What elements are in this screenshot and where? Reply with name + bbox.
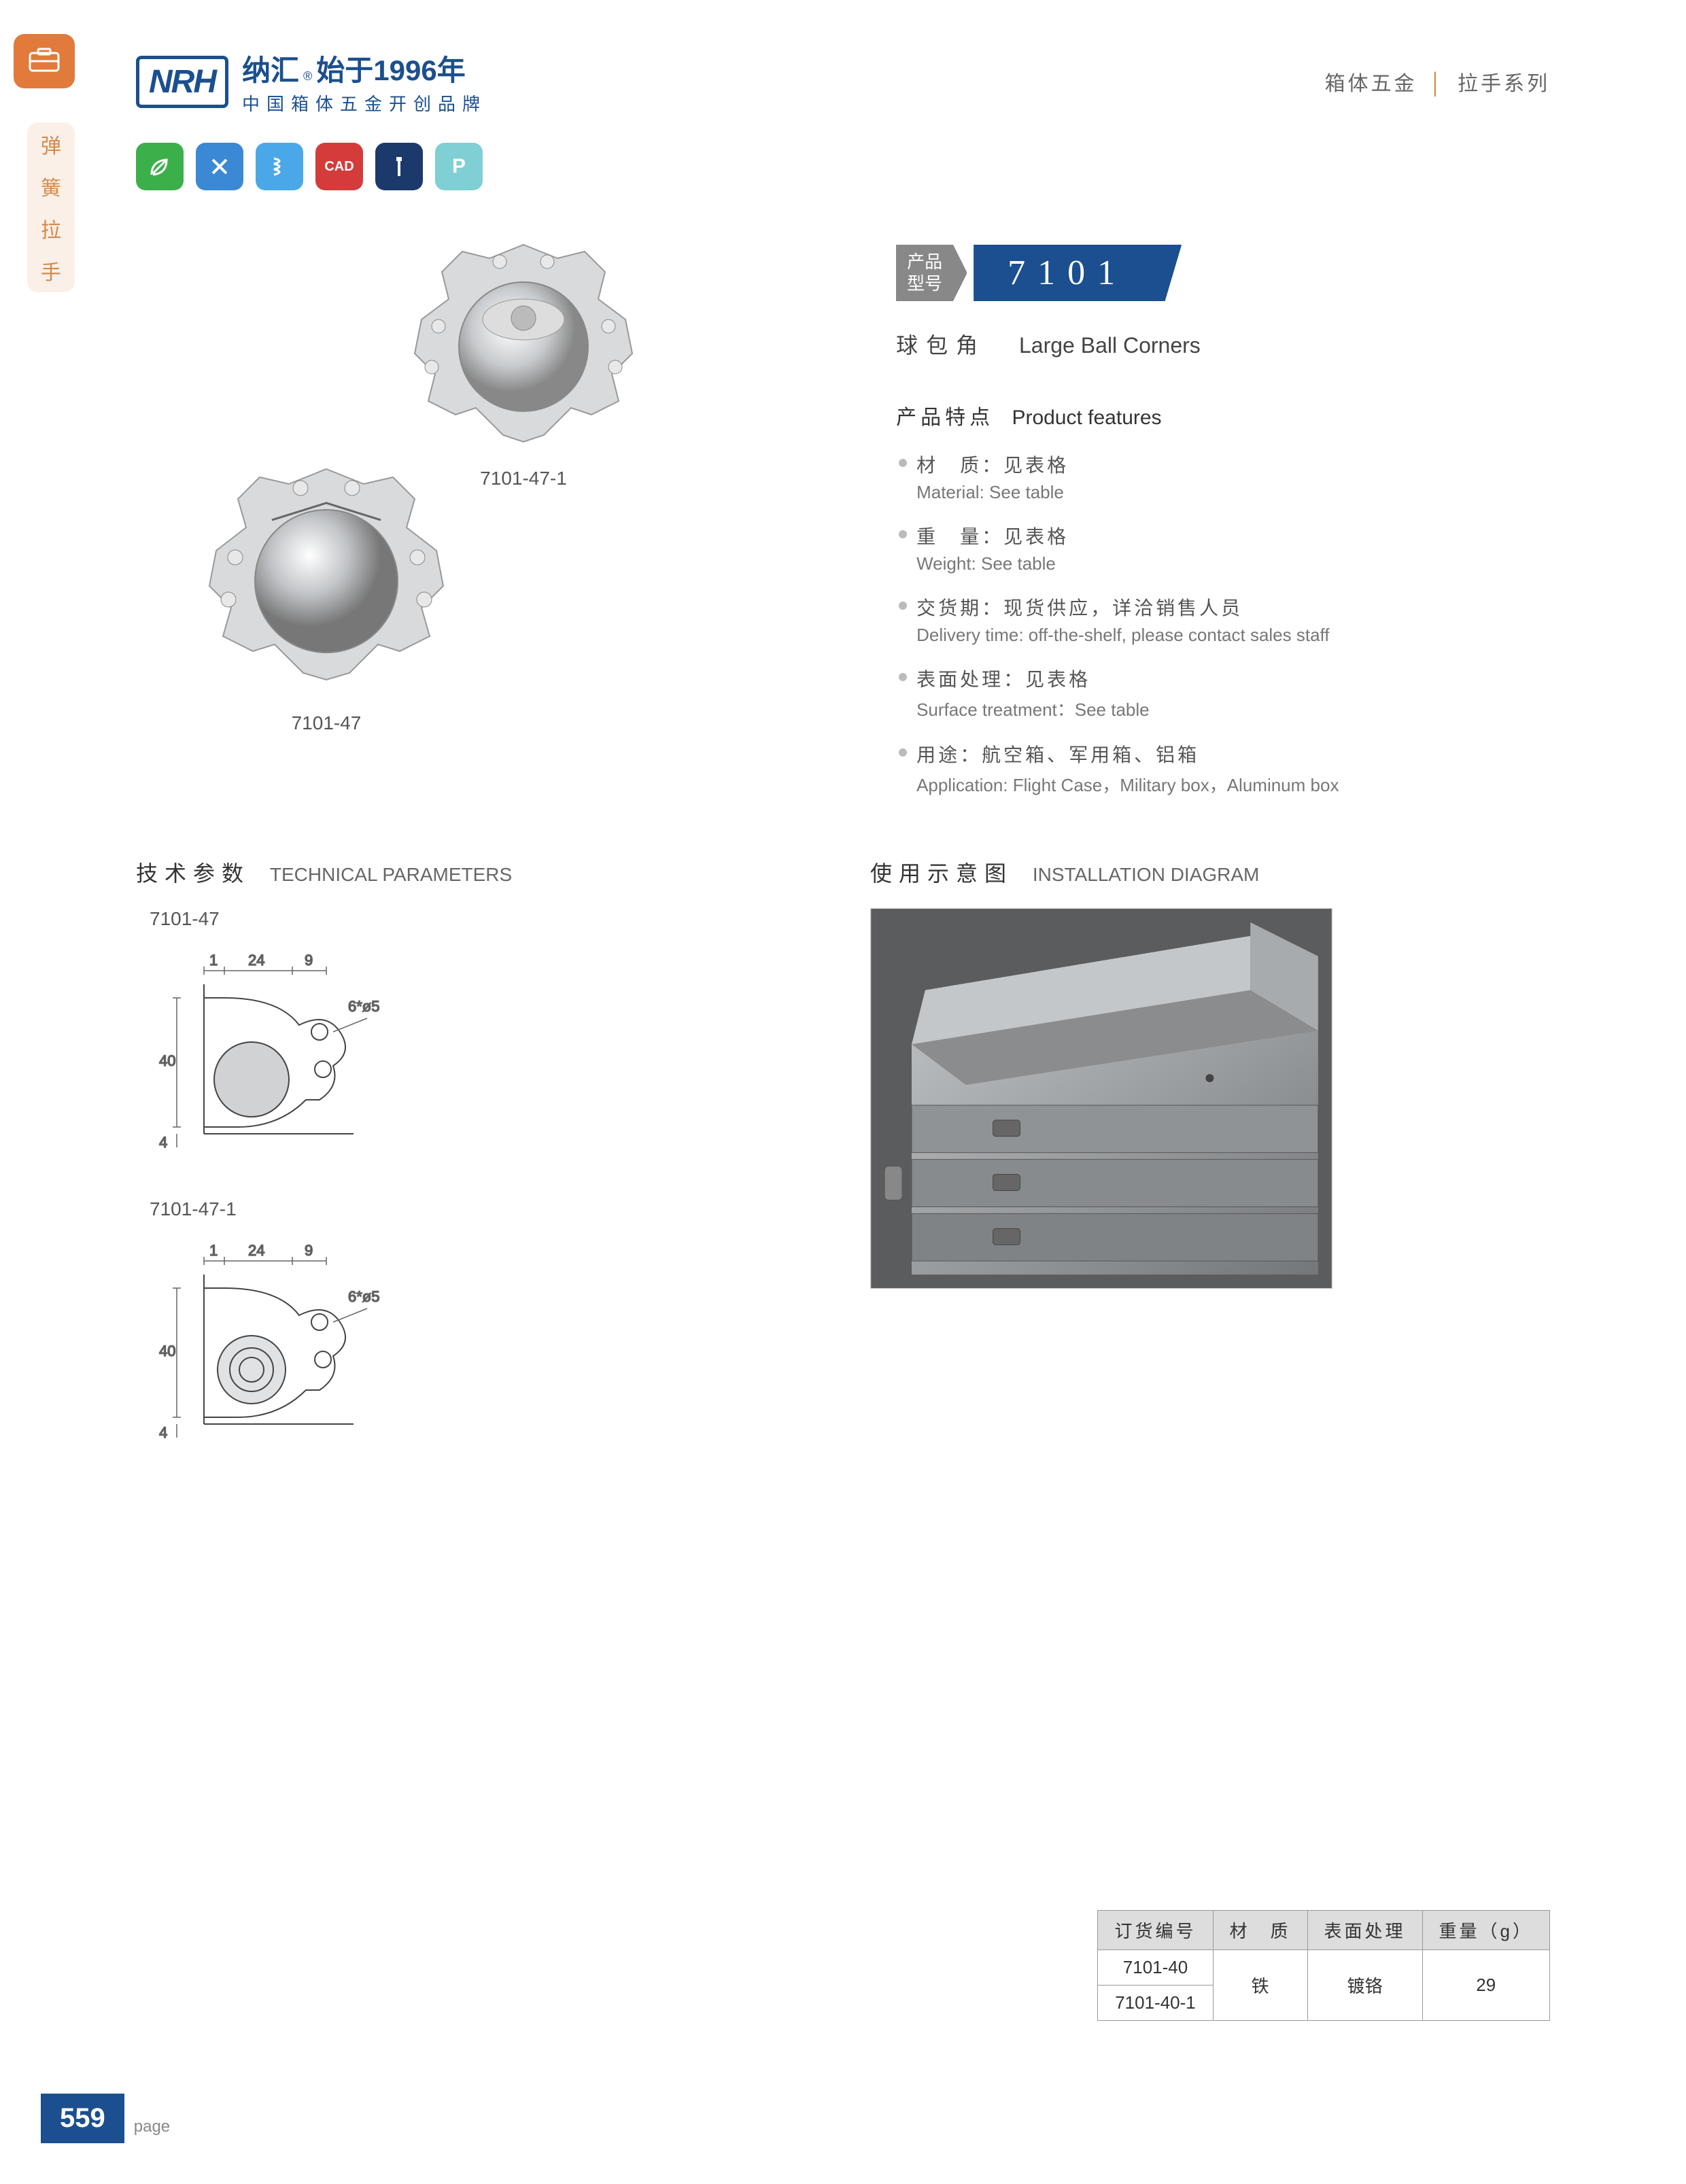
screw-icon [375, 143, 423, 190]
p-icon: P [435, 143, 483, 190]
svg-text:40: 40 [159, 1342, 175, 1359]
table-cell: 铁 [1213, 1950, 1307, 2021]
product-image-2: 7101-47 [190, 455, 462, 734]
table-header: 订货编号 [1098, 1911, 1213, 1950]
tools-icon [196, 143, 243, 190]
product-name-en: Large Ball Corners [1019, 333, 1201, 358]
product-2-caption: 7101-47 [190, 712, 462, 734]
code-label: 产品 型号 [896, 245, 953, 301]
feature-cn: 用途：航空箱、军用箱、铝箱 [916, 740, 1550, 767]
feature-cn: 重 量：见表格 [916, 522, 1550, 549]
svg-text:4: 4 [159, 1424, 167, 1441]
side-tab-char: 簧 [41, 171, 61, 201]
side-category-icon [14, 34, 75, 88]
feature-en: Application: Flight Case，Military box，Al… [916, 772, 1550, 797]
feature-badges: CAD P [136, 143, 1550, 190]
product-code-badge: 产品 型号 7101 [896, 245, 1550, 301]
tech-diagram-1: 1 24 9 40 4 6*ø5 [136, 943, 422, 1161]
product-name-cn: 球包角 [896, 333, 986, 358]
feature-cn: 表面处理：见表格 [916, 665, 1550, 692]
product-image-1: 7101-47-1 [394, 231, 653, 489]
spring-icon [256, 143, 303, 190]
install-title-en: INSTALLATION DIAGRAM [1033, 864, 1259, 885]
logo: NRH [136, 56, 228, 108]
table-header: 表面处理 [1307, 1911, 1422, 1950]
diagram-2-label: 7101-47-1 [150, 1198, 816, 1220]
breadcrumb-divider: │ [1430, 73, 1445, 95]
tech-title-en: TECHNICAL PARAMETERS [270, 864, 512, 885]
technical-parameters: 技术参数 TECHNICAL PARAMETERS 7101-47 1 24 9 [136, 856, 816, 1489]
features-list: 材 质：见表格 Material: See table 重 量：见表格 Weight:… [896, 451, 1550, 797]
product-name: 球包角 Large Ball Corners [896, 328, 1550, 360]
header: NRH 纳汇 ® 始于1996年 中国箱体五金开创品牌 箱体五金 │ 拉手系列 [136, 48, 1550, 116]
svg-text:24: 24 [248, 952, 264, 969]
page-number: 559 page [41, 2094, 170, 2143]
feature-item: 交货期：现货供应，详洽销售人员 Delivery time: off-the-sh… [896, 593, 1550, 646]
product-images: 7101-47-1 7101-47 [136, 231, 855, 829]
side-tab-char: 弹 [41, 129, 61, 159]
breadcrumb-category: 箱体五金 [1325, 73, 1417, 95]
svg-text:40: 40 [159, 1052, 175, 1069]
brand-trademark: ® [303, 69, 312, 84]
table-cell: 镀铬 [1307, 1950, 1422, 2021]
svg-text:4: 4 [159, 1134, 167, 1151]
feature-cn: 材 质：见表格 [916, 451, 1550, 478]
svg-text:1: 1 [209, 1242, 218, 1259]
table-header: 材 质 [1213, 1911, 1307, 1950]
feature-item: 材 质：见表格 Material: See table [896, 451, 1550, 503]
feature-en: Surface treatment：See table [916, 696, 1550, 721]
brand-subtitle: 中国箱体五金开创品牌 [242, 90, 487, 116]
cad-icon: CAD [315, 143, 363, 190]
page-number-label: page [134, 2117, 170, 2143]
brand-since: 始于1996年 [316, 48, 465, 89]
side-tab-char: 手 [41, 256, 61, 285]
logo-block: NRH 纳汇 ® 始于1996年 中国箱体五金开创品牌 [136, 48, 487, 116]
installation-image [870, 908, 1332, 1289]
tech-title-cn: 技术参数 [136, 861, 250, 886]
feature-item: 用途：航空箱、军用箱、铝箱 Application: Flight Case，Mi… [896, 740, 1550, 797]
table-cell: 7101-40-1 [1098, 1986, 1213, 2021]
svg-text:1: 1 [209, 952, 218, 969]
side-tab: 弹 簧 拉 手 [27, 122, 75, 292]
tech-diagram-2: 1 24 9 40 4 6*ø5 [136, 1234, 422, 1451]
feature-item: 重 量：见表格 Weight: See table [896, 522, 1550, 574]
feature-item: 表面处理：见表格 Surface treatment：See table [896, 665, 1550, 721]
svg-text:9: 9 [305, 952, 313, 969]
feature-cn: 交货期：现货供应，详洽销售人员 [916, 593, 1550, 621]
svg-text:24: 24 [248, 1242, 264, 1259]
svg-text:6*ø5: 6*ø5 [348, 1288, 379, 1305]
svg-text:9: 9 [305, 1242, 313, 1259]
svg-text:6*ø5: 6*ø5 [348, 998, 379, 1015]
feature-en: Weight: See table [916, 553, 1550, 574]
leaf-icon [136, 143, 184, 190]
brand-name-cn: 纳汇 [242, 48, 299, 89]
table-cell: 7101-40 [1098, 1950, 1213, 1986]
breadcrumb-series: 拉手系列 [1458, 73, 1550, 95]
feature-en: Delivery time: off-the-shelf, please con… [916, 625, 1550, 646]
product-code: 7101 [974, 245, 1182, 301]
installation-diagram: 使用示意图 INSTALLATION DIAGRAM [870, 856, 1550, 1489]
page-number-value: 559 [41, 2094, 124, 2143]
side-tab-char: 拉 [41, 213, 61, 243]
install-title-cn: 使用示意图 [870, 861, 1013, 886]
table-cell: 29 [1422, 1950, 1549, 2021]
features-title: 产品特点 Product features [896, 400, 1550, 430]
diagram-1-label: 7101-47 [150, 908, 816, 930]
spec-table: 订货编号材 质表面处理重量（g） 7101-40 铁 镀铬 29 7101-40… [1097, 1910, 1550, 2021]
feature-en: Material: See table [916, 482, 1550, 503]
breadcrumb: 箱体五金 │ 拉手系列 [1325, 67, 1550, 97]
table-header: 重量（g） [1422, 1911, 1549, 1950]
